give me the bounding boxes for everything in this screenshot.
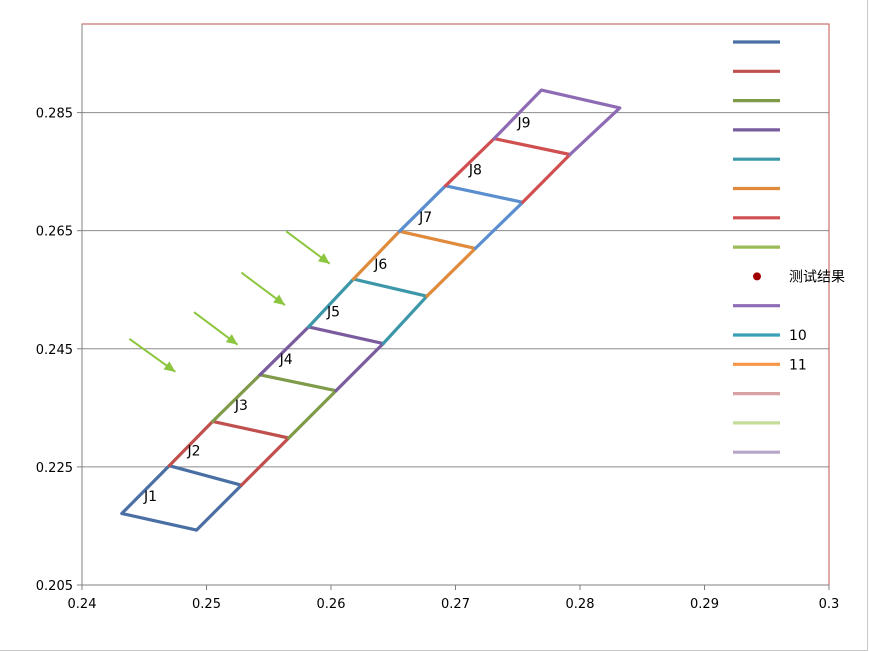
y-tick-label: 0.205 xyxy=(36,579,73,594)
gridlines xyxy=(82,112,829,586)
legend-label: 测试结果 xyxy=(789,269,845,285)
series-line-8 xyxy=(443,137,572,204)
y-tick-label: 0.225 xyxy=(36,461,73,476)
legend-entry-11: 10 xyxy=(733,328,807,344)
arrow-annotations xyxy=(128,230,331,373)
x-tick-label: 0.27 xyxy=(441,597,470,612)
legend-label: 10 xyxy=(789,328,807,344)
x-tick-label: 0.3 xyxy=(819,597,840,612)
y-tick-label: 0.285 xyxy=(36,107,73,122)
arrow-annotation-1 xyxy=(128,337,176,373)
x-tick-label: 0.28 xyxy=(566,597,595,612)
legend-entry-12: 11 xyxy=(733,357,807,373)
x-tick-label: 0.29 xyxy=(690,597,719,612)
series-line-3 xyxy=(211,373,338,440)
series-line-4 xyxy=(258,325,385,393)
plot-area-border xyxy=(81,23,830,586)
legend-marker xyxy=(753,272,761,281)
series-group xyxy=(120,88,622,532)
segment-label-j4: J4 xyxy=(279,352,293,368)
series-line-9 xyxy=(492,88,622,157)
arrow-annotation-2 xyxy=(193,311,239,346)
segment-label-j9: J9 xyxy=(516,115,530,131)
segment-label-j2: J2 xyxy=(187,444,201,460)
x-tick-label: 0.24 xyxy=(68,597,97,612)
segment-label-j8: J8 xyxy=(468,163,482,179)
x-tick-label: 0.25 xyxy=(192,597,221,612)
arrow-head xyxy=(273,294,285,306)
arrow-head xyxy=(225,334,238,345)
segment-label-j3: J3 xyxy=(234,398,248,414)
series-line-6 xyxy=(351,229,477,298)
segment-label-j5: J5 xyxy=(326,304,340,320)
axes: 0.205 0.225 0.245 0.265 0.285 0.24 0.25 0.26 0.2… xyxy=(36,24,840,612)
y-tick-label: 0.265 xyxy=(36,225,73,240)
x-tick-label: 0.26 xyxy=(317,597,346,612)
segment-label-j7: J7 xyxy=(418,210,432,226)
arrow-head xyxy=(163,361,176,372)
series-line-5 xyxy=(307,277,429,346)
segment-labels: J1 J2 J3 J4 J5 J6 J7 J8 J9 xyxy=(143,115,531,505)
legend-entry-9: 测试结果 xyxy=(753,269,845,285)
arrow-annotation-4 xyxy=(285,230,331,265)
y-tick-label: 0.245 xyxy=(36,343,73,358)
arrow-head xyxy=(317,253,330,264)
series-line-7 xyxy=(397,184,525,250)
legend-label: 11 xyxy=(789,357,807,373)
series-line-1 xyxy=(120,464,243,532)
legend: 测试结果 10 11 xyxy=(733,40,845,454)
series-line-2 xyxy=(167,419,291,487)
segment-label-j6: J6 xyxy=(373,257,387,273)
segment-label-j1: J1 xyxy=(143,489,157,505)
arrow-annotation-3 xyxy=(240,271,286,306)
